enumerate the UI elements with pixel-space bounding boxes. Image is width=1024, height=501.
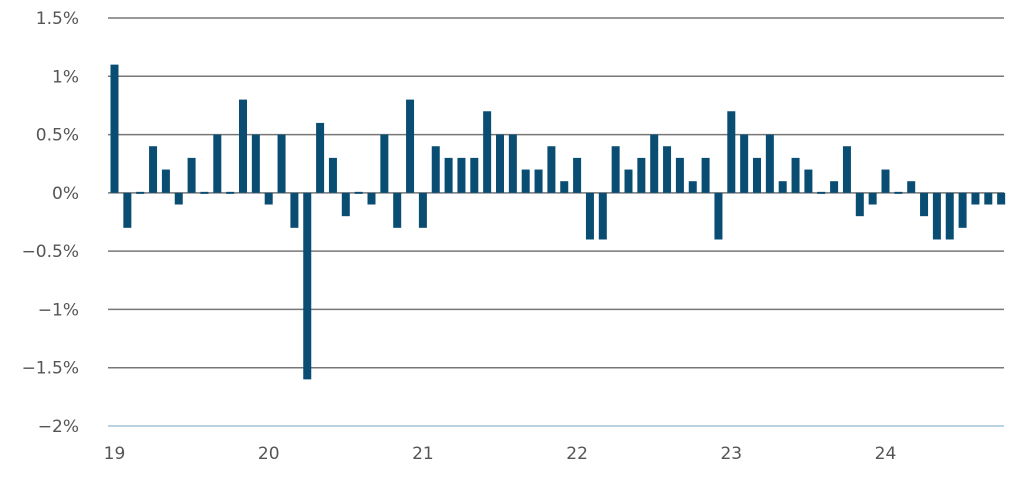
bar	[920, 192, 929, 217]
bar	[688, 181, 697, 193]
bar	[444, 157, 453, 193]
y-tick-label: 0.5%	[36, 126, 79, 146]
y-tick-label: −2%	[38, 417, 79, 437]
bar	[251, 134, 260, 193]
bar	[521, 169, 530, 193]
bar	[932, 192, 941, 240]
bar	[149, 146, 158, 193]
x-tick-label: 19	[104, 444, 126, 464]
bar	[830, 181, 839, 193]
bar	[675, 157, 684, 193]
bar	[161, 169, 170, 193]
bar	[316, 122, 325, 193]
bar	[187, 157, 196, 193]
bar	[765, 134, 774, 193]
bar	[431, 146, 440, 193]
bar	[804, 169, 813, 193]
bar	[945, 192, 954, 240]
bar	[701, 157, 710, 193]
bar	[598, 192, 607, 240]
bar	[997, 192, 1006, 205]
bar	[637, 157, 646, 193]
bar	[894, 191, 903, 194]
bar	[328, 157, 337, 193]
bar	[226, 191, 235, 194]
bar	[753, 157, 761, 193]
bar	[406, 99, 415, 193]
bar	[547, 146, 556, 193]
bar	[984, 192, 993, 205]
bar	[174, 192, 183, 205]
bar	[290, 192, 299, 228]
y-tick-label: −0.5%	[22, 242, 79, 262]
bar	[778, 181, 787, 193]
x-axis-labels: 19 20 21 22 23 24	[104, 444, 897, 464]
bar	[842, 146, 851, 193]
y-tick-label: −1%	[38, 300, 79, 320]
bar	[508, 134, 517, 193]
bar	[971, 192, 980, 205]
gridlines	[108, 17, 1004, 427]
bar	[496, 134, 504, 193]
bar	[354, 191, 363, 194]
bar	[573, 157, 582, 193]
bar	[457, 157, 466, 193]
bars	[110, 64, 1006, 380]
bar	[303, 192, 312, 380]
bar	[534, 169, 543, 193]
bar	[367, 192, 376, 205]
bar	[200, 191, 209, 194]
bar	[907, 181, 916, 193]
y-tick-label: −1.5%	[22, 359, 79, 379]
y-tick-label: 1.5%	[36, 9, 79, 29]
bar	[393, 192, 402, 228]
bar	[585, 192, 594, 240]
bar	[136, 191, 145, 194]
bar	[483, 111, 492, 193]
bar	[727, 111, 736, 193]
bar	[213, 134, 222, 193]
bar	[418, 192, 427, 228]
x-tick-label: 21	[412, 444, 434, 464]
bar	[239, 99, 247, 193]
bar	[110, 64, 119, 193]
y-tick-label: 0%	[52, 184, 79, 204]
x-tick-label: 22	[566, 444, 588, 464]
bar	[881, 169, 890, 193]
bar	[611, 146, 620, 193]
bar	[958, 192, 967, 228]
bar	[341, 192, 350, 217]
bar	[714, 192, 723, 240]
x-tick-label: 23	[720, 444, 742, 464]
x-tick-label: 24	[875, 444, 897, 464]
bar	[740, 134, 749, 193]
bar	[663, 146, 672, 193]
x-tick-label: 20	[258, 444, 280, 464]
bar	[855, 192, 864, 217]
bar	[123, 192, 132, 228]
bar	[277, 134, 286, 193]
bar	[470, 157, 479, 193]
bar	[817, 191, 826, 194]
bar	[868, 192, 877, 205]
y-tick-label: 1%	[52, 67, 79, 87]
y-axis-labels: 1.5% 1% 0.5% 0% −0.5% −1% −1.5% −2%	[22, 9, 79, 437]
bar	[624, 169, 633, 193]
bar	[560, 181, 569, 193]
bar	[650, 134, 659, 193]
bar	[380, 134, 389, 193]
bar	[791, 157, 800, 193]
bar	[264, 192, 273, 205]
